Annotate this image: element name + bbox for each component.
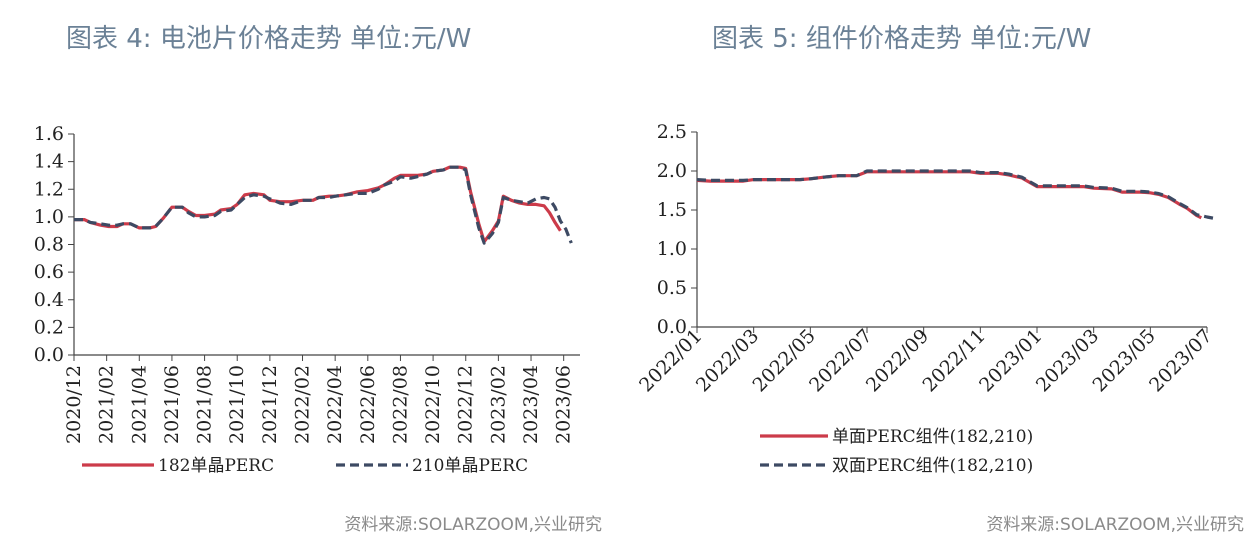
y-tick-label: 0.6 (34, 261, 64, 283)
chart-title: 图表 5: 组件价格走势 单位:元/W (712, 24, 1092, 54)
module-price-chart: 0.00.51.01.52.02.52022/012022/032022/052… (635, 121, 1216, 476)
series-line-1 (74, 165, 562, 244)
x-tick-label: 2023/07 (1145, 325, 1216, 396)
x-tick-label: 2023/04 (520, 365, 542, 444)
module-price-panel: 图表 5: 组件价格走势 单位:元/W 0.0 0.5 1.0 1.5 2.0 2.5 20… (630, 0, 1260, 543)
y-tick-label: 1.5 (657, 199, 687, 221)
cell-price-panel: 图表 4: 电池片价格走势 单位:元/W 0.0 0.2 0.4 0.6 0.8 1.0 1… (34, 24, 602, 535)
x-tick-label: 2021/04 (128, 365, 150, 444)
cell-price-chart: 0.0 0.2 0.4 0.6 0.8 1.0 1.2 1.4 1.6 2020/12 2021/0… (34, 123, 580, 476)
series-line-2 (74, 165, 573, 245)
y-tick-label: 0.0 (657, 316, 687, 338)
x-tick-label: 2022/08 (389, 365, 411, 444)
x-tick-label: 2020/12 (63, 365, 85, 444)
legend-label: 182单晶PERC (158, 456, 274, 476)
y-tick-label: 1.0 (34, 206, 64, 228)
y-tick-label: 0.0 (34, 344, 64, 366)
legend-label: 双面PERC组件(182,210) (832, 456, 1033, 476)
x-tick-label: 2021/02 (96, 365, 118, 444)
y-tick-label: 2.5 (657, 121, 687, 143)
y-tick-label: 1.4 (34, 151, 64, 173)
x-tick-label: 2023/02 (487, 365, 509, 444)
x-tick-label: 2022/04 (324, 365, 346, 444)
y-tick-label: 1.0 (657, 238, 687, 260)
x-tick-label: 2021/12 (259, 365, 281, 444)
y-tick-label: 0.2 (34, 316, 64, 338)
x-tick-label: 2022/12 (455, 365, 477, 444)
legend-label: 210单晶PERC (412, 456, 528, 476)
source-note: 资料来源:SOLARZOOM,兴业研究 (344, 515, 602, 535)
y-tick-label: 1.6 (34, 123, 64, 145)
x-tick-label: 2022/02 (292, 365, 314, 444)
y-tick-label: 0.4 (34, 289, 64, 311)
source-note: 资料来源:SOLARZOOM,兴业研究 (986, 515, 1244, 535)
x-tick-label: 2021/10 (226, 365, 248, 444)
x-tick-label: 2022/10 (422, 365, 444, 444)
y-tick-label: 2.0 (657, 160, 687, 182)
x-tick-label: 2023/06 (553, 365, 575, 444)
y-tick-label: 0.8 (34, 234, 64, 256)
x-tick-label: 2021/08 (194, 365, 216, 444)
y-tick-label: 1.2 (34, 178, 64, 200)
series-line-2 (696, 169, 1216, 221)
x-tick-label: 2022/06 (357, 365, 379, 444)
x-tick-label: 2021/06 (161, 365, 183, 444)
chart-title: 图表 4: 电池片价格走势 单位:元/W (66, 24, 472, 54)
legend-label: 单面PERC组件(182,210) (832, 427, 1033, 447)
y-tick-label: 0.5 (657, 277, 687, 299)
